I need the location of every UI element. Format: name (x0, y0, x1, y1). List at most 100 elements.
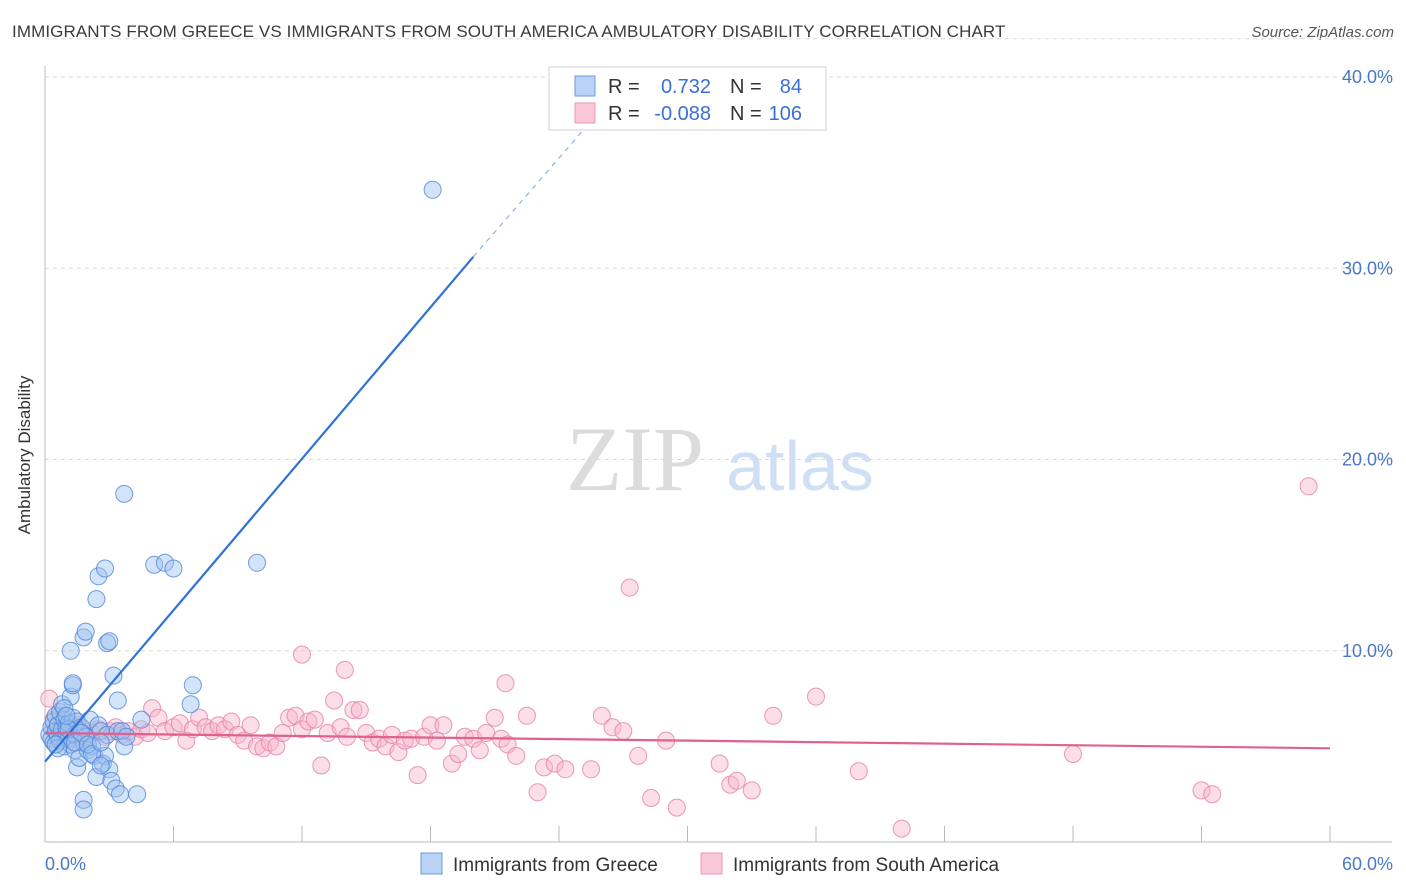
data-point-greece (181, 695, 200, 714)
data-point-south-america (299, 712, 318, 731)
y-tick-label: 30.0% (1342, 258, 1393, 278)
data-point-south-america (427, 731, 446, 750)
legend-r-label: R = (608, 76, 640, 98)
axes (44, 66, 1392, 843)
data-point-south-america (442, 754, 461, 773)
data-point-south-america (241, 716, 260, 735)
data-point-greece (89, 567, 108, 586)
data-point-south-america (710, 754, 729, 773)
data-point-south-america (293, 645, 311, 664)
data-point-south-america (545, 754, 564, 773)
data-point-south-america (592, 706, 611, 725)
series-legend-label-greece: Immigrants from Greece (453, 855, 658, 876)
data-point-south-america (470, 741, 489, 760)
data-point-south-america (535, 758, 553, 777)
data-point-south-america (507, 746, 526, 765)
y-tick-label: 20.0% (1342, 450, 1393, 470)
legend-r-value-blue: 0.732 (661, 76, 711, 98)
data-point-greece (104, 666, 123, 685)
data-point-greece (155, 553, 174, 572)
series-legend-label-south-america: Immigrants from South America (733, 855, 1000, 876)
blue-points (40, 180, 442, 819)
data-point-south-america (421, 716, 440, 735)
data-point-greece (100, 760, 119, 779)
y-axis-title: Ambulatory Disability (15, 375, 34, 534)
legend-n-value-pink: 106 (769, 103, 802, 125)
data-point-south-america (629, 746, 648, 765)
legend-swatch-blue (574, 75, 596, 97)
series-legend-swatch-south-america (700, 852, 723, 875)
source-credit: Source: ZipAtlas.com (1251, 24, 1394, 41)
data-point-greece (55, 699, 74, 718)
data-point-south-america (807, 687, 825, 706)
data-point-south-america (449, 745, 468, 763)
legend-n-value-blue: 84 (780, 76, 802, 98)
data-point-south-america (667, 798, 686, 817)
y-tick-label: 40.0% (1342, 67, 1393, 87)
data-point-south-america (742, 781, 761, 800)
data-point-greece (76, 622, 95, 641)
data-point-greece (74, 790, 93, 809)
trend-lines (44, 120, 1331, 763)
data-point-greece (248, 553, 266, 572)
watermark-zip: ZIP (566, 408, 704, 510)
data-point-south-america (434, 716, 453, 735)
series-legend: Immigrants from Greece Immigrants from S… (420, 852, 1000, 876)
series-legend-swatch-greece (420, 852, 443, 875)
data-point-south-america (528, 783, 547, 802)
trend-line-greece-extension (472, 120, 592, 258)
data-point-south-america (1299, 477, 1318, 496)
data-point-greece (183, 676, 202, 695)
data-point-greece (61, 641, 80, 660)
data-point-south-america (177, 731, 196, 750)
y-tick-labels: 10.0% 20.0% 30.0% 40.0% (1342, 67, 1393, 661)
data-point-greece (132, 710, 151, 729)
data-point-south-america (1064, 745, 1082, 763)
data-point-south-america (1203, 785, 1222, 804)
data-point-south-america (389, 743, 408, 762)
legend-n-label: N = (730, 76, 762, 98)
data-point-south-america (620, 578, 639, 597)
data-point-south-america (1192, 781, 1211, 800)
data-point-south-america (280, 708, 299, 727)
data-point-south-america (727, 771, 746, 790)
data-point-greece (46, 735, 65, 754)
data-point-greece (87, 590, 106, 609)
trend-line-south-america (44, 731, 1331, 750)
data-point-south-america (849, 762, 868, 781)
data-point-south-america (603, 718, 622, 737)
data-point-south-america (582, 760, 601, 779)
data-point-greece (63, 674, 82, 693)
x-tick-label-min: 0.0% (45, 854, 86, 874)
pink-points (40, 477, 1318, 838)
grid (45, 38, 1392, 652)
data-point-south-america (344, 701, 363, 719)
legend-r-value-pink: -0.088 (654, 103, 711, 125)
data-point-south-america (408, 766, 427, 785)
data-point-greece (164, 559, 183, 578)
data-point-south-america (892, 819, 911, 838)
data-point-greece (61, 687, 80, 706)
data-point-south-america (556, 760, 575, 779)
data-point-south-america (273, 724, 292, 742)
watermark-atlas: atlas (726, 427, 874, 505)
data-point-south-america (335, 660, 354, 679)
data-point-south-america (764, 706, 783, 725)
data-point-greece (111, 785, 129, 804)
data-point-south-america (325, 691, 344, 710)
data-point-greece (128, 785, 147, 804)
data-point-south-america (485, 708, 504, 727)
legend-swatch-pink (574, 102, 596, 124)
data-point-greece (108, 722, 127, 741)
chart-title: IMMIGRANTS FROM GREECE VS IMMIGRANTS FRO… (12, 22, 1006, 41)
data-point-south-america (143, 699, 162, 718)
data-point-greece (100, 632, 119, 651)
data-point-south-america (642, 789, 661, 807)
data-point-greece (117, 727, 136, 746)
data-point-south-america (517, 706, 536, 725)
x-tick-label-max: 60.0% (1342, 854, 1393, 874)
data-point-south-america (293, 720, 311, 739)
trend-line-greece (44, 256, 475, 763)
legend-r-label: R = (608, 103, 640, 125)
